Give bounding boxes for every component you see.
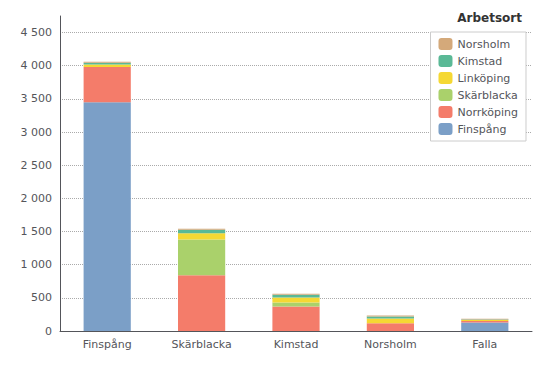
svg-text:4 500: 4 500 (21, 26, 53, 39)
svg-text:Skärblacka: Skärblacka (172, 338, 232, 351)
svg-text:Kimstad: Kimstad (274, 338, 319, 351)
svg-text:1 500: 1 500 (21, 225, 53, 238)
svg-text:Skärblacka: Skärblacka (457, 89, 517, 102)
svg-text:2 500: 2 500 (21, 159, 53, 172)
svg-text:Norsholm: Norsholm (364, 338, 417, 351)
svg-text:3 000: 3 000 (21, 126, 53, 139)
svg-text:Norsholm: Norsholm (457, 38, 510, 51)
svg-text:1 000: 1 000 (21, 258, 53, 271)
svg-text:4 000: 4 000 (21, 59, 53, 72)
svg-text:Kimstad: Kimstad (457, 55, 502, 68)
svg-text:Finspång: Finspång (83, 338, 132, 351)
svg-text:3 500: 3 500 (21, 92, 53, 105)
svg-text:Norrköping: Norrköping (457, 106, 518, 119)
svg-text:2 000: 2 000 (21, 192, 53, 205)
svg-text:Arbetsort: Arbetsort (457, 11, 522, 25)
svg-text:500: 500 (31, 291, 52, 304)
svg-text:Finspång: Finspång (457, 123, 506, 136)
svg-text:Linköping: Linköping (457, 72, 510, 85)
svg-text:Falla: Falla (472, 338, 497, 351)
svg-text:0: 0 (45, 325, 52, 338)
